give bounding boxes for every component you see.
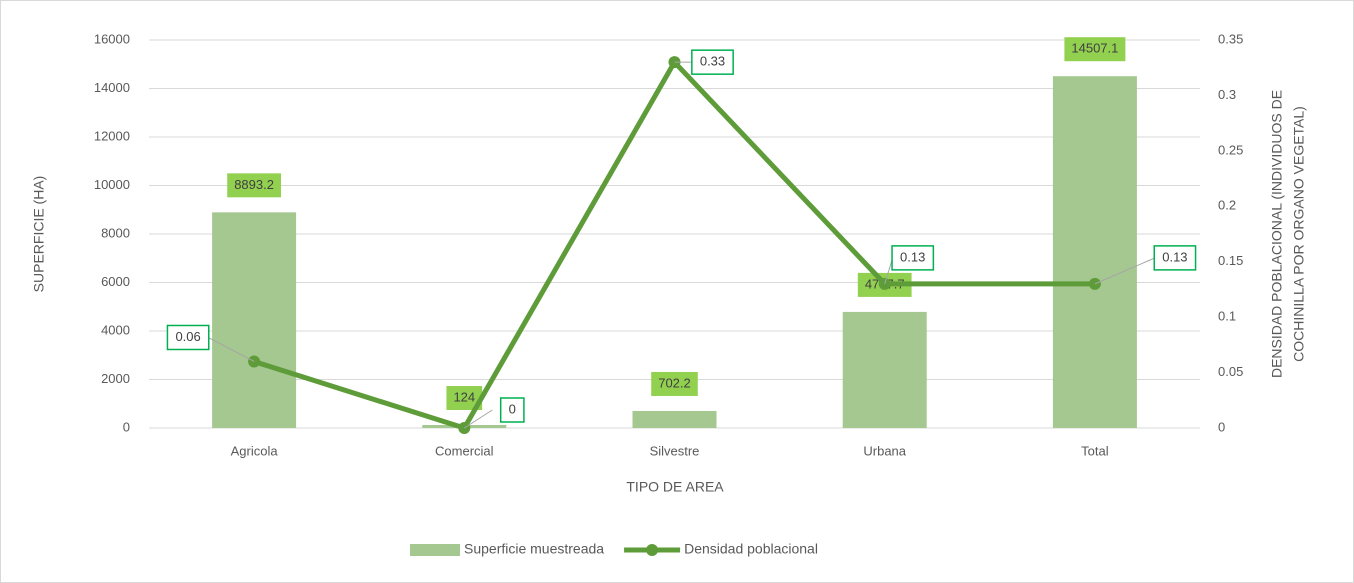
y-tick-label: 4000 (101, 322, 130, 337)
leader-line (464, 409, 493, 429)
y2-tick-label: 0.3 (1218, 87, 1236, 102)
x-tick-label: Urbana (863, 443, 906, 458)
data-label: 14507.1 (1071, 41, 1118, 56)
data-label-box (1064, 37, 1126, 62)
x-tick-label: Comercial (435, 443, 494, 458)
data-label: 124 (453, 389, 475, 404)
y2-tick-label: 0.35 (1218, 31, 1243, 46)
leader-line (207, 337, 255, 362)
y2-axis-title: DENSIDAD POBLACIONAL (INDIVIDUOS DE (1269, 90, 1285, 378)
x-tick-label: Total (1081, 443, 1109, 458)
y-tick-label: 2000 (101, 371, 130, 386)
y2-tick-label: 0.2 (1218, 198, 1236, 213)
y2-tick-label: 0.25 (1218, 142, 1243, 157)
y2-tick-label: 0.1 (1218, 309, 1236, 324)
bar (842, 311, 927, 428)
legend-swatch (646, 544, 659, 556)
y-tick-label: 10000 (94, 177, 130, 192)
data-label-box (166, 324, 210, 351)
bar (212, 212, 297, 428)
y-tick-label: 16000 (94, 31, 130, 46)
data-label: 702.2 (658, 375, 691, 390)
y-tick-label: 12000 (94, 128, 130, 143)
x-tick-label: Silvestre (650, 443, 700, 458)
y2-tick-label: 0.05 (1218, 364, 1243, 379)
data-label-box (651, 371, 698, 396)
data-label: 0.33 (700, 54, 725, 69)
data-label-box (499, 397, 525, 423)
data-label: 8893.2 (234, 177, 274, 192)
data-label: 0 (509, 401, 516, 416)
y-tick-label: 14000 (94, 80, 130, 95)
y2-tick-label: 0.15 (1218, 253, 1243, 268)
legend-label: Densidad poblacional (684, 541, 818, 557)
x-tick-label: Agricola (231, 443, 279, 458)
data-label-box (227, 173, 281, 198)
y2-tick-label: 0 (1218, 419, 1225, 434)
data-label: 0.06 (175, 329, 200, 344)
data-label: 0.13 (1162, 249, 1187, 264)
x-axis-title: TIPO DE AREA (626, 479, 724, 495)
legend-label: Superficie muestreada (464, 541, 604, 557)
y-tick-label: 8000 (101, 225, 130, 240)
y-axis-title: SUPERFICIE (HA) (31, 176, 47, 293)
y-tick-label: 6000 (101, 274, 130, 289)
data-label-box (691, 49, 734, 75)
legend-swatch (410, 544, 460, 556)
data-label-box (891, 245, 935, 271)
data-label: 0.13 (900, 249, 925, 264)
leader-line (1094, 257, 1156, 285)
data-label-box (1153, 245, 1197, 271)
bar (1052, 76, 1137, 429)
bar (632, 410, 717, 428)
y2-axis-title: COCHINILLA POR ORGANO VEGETAL) (1291, 106, 1307, 362)
y-tick-label: 0 (123, 419, 130, 434)
